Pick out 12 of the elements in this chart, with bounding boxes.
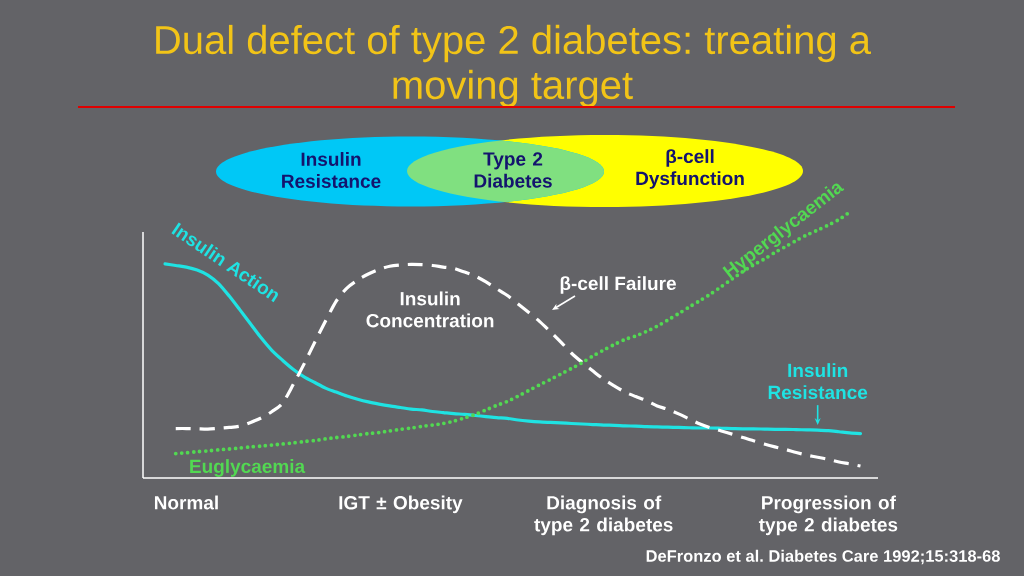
annotation: Insulin Resistance xyxy=(768,363,868,400)
annotation: β-cell Failure xyxy=(560,276,676,294)
text: Insulin Resistance xyxy=(282,152,381,188)
x-tick-label: Diagnosis of type 2 diabetes xyxy=(534,495,673,536)
series-label: Insulin Concentration xyxy=(366,291,494,328)
annotation: Euglycaemia xyxy=(190,459,306,477)
x-tick-label: Normal xyxy=(154,495,218,510)
x-tick-label: Progression of type 2 diabetes xyxy=(758,495,898,536)
text: Type 2 Diabetes xyxy=(474,152,552,188)
text: DeFronzo et al. Diabetes Care 1992;15:318-68 xyxy=(646,549,1000,565)
chart-title: Dual defect of type 2 diabetes: treating a moving target xyxy=(156,24,872,108)
x-tick-label: IGT ± Obesity xyxy=(339,495,463,514)
